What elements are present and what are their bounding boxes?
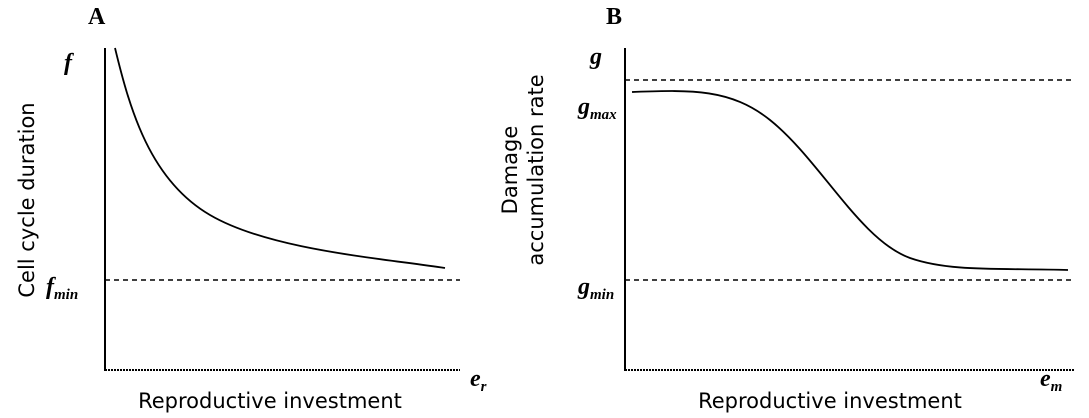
subscript: max [590, 107, 617, 123]
panel-label: A [88, 4, 106, 30]
base: g [577, 94, 590, 120]
y-axis-label: accumulation rate [524, 74, 548, 265]
y-min-label: fmin [46, 274, 78, 303]
base: g [577, 274, 590, 300]
panel-b: B g gmax gmin Damage accumulation rate R… [498, 4, 1075, 413]
y-axis-label: Damage [498, 126, 522, 215]
subscript: min [590, 287, 614, 303]
curve [114, 47, 446, 269]
subscript: r [481, 379, 487, 395]
panel-label: B [606, 4, 622, 30]
x-symbol: er [470, 366, 487, 395]
base: e [470, 366, 481, 392]
y-max-label: gmax [577, 94, 617, 123]
y-axis-label: Cell cycle duration [15, 102, 39, 297]
base: f [46, 274, 56, 300]
curve [631, 90, 1069, 271]
base: e [1040, 366, 1051, 392]
x-axis-label: Reproductive investment [138, 389, 402, 413]
panel-a: A f fmin Cell cycle duration Reproductiv… [15, 4, 487, 413]
y-min-label: gmin [577, 274, 614, 303]
subscript: m [1051, 379, 1063, 395]
y-symbol: f [64, 50, 74, 76]
subscript: min [54, 287, 78, 303]
y-symbol: g [589, 44, 602, 70]
x-symbol: em [1040, 366, 1062, 395]
x-axis-label: Reproductive investment [698, 389, 962, 413]
